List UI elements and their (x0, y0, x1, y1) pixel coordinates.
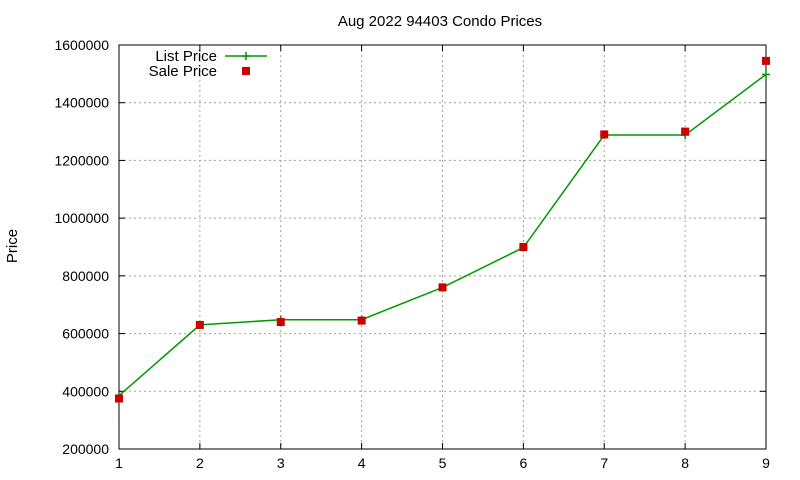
x-tick-label: 2 (196, 455, 204, 471)
y-tick-label: 600000 (62, 326, 109, 342)
x-tick-label: 8 (681, 455, 689, 471)
y-tick-label: 1000000 (54, 210, 109, 226)
chart-title: Aug 2022 94403 Condo Prices (338, 13, 542, 30)
axes: 1 2 3 4 5 6 7 8 9 200000 400000 600000 800000 1000000… (54, 37, 770, 471)
x-tick-label: 4 (358, 455, 366, 471)
y-tick-label: 1400000 (54, 95, 109, 111)
y-tick-label: 1200000 (54, 152, 109, 168)
grid (119, 45, 766, 449)
x-tick-label: 7 (600, 455, 608, 471)
y-tick-label: 400000 (62, 383, 109, 399)
x-tick-label: 6 (519, 455, 527, 471)
series (115, 56, 770, 403)
x-tick-label: 5 (439, 455, 447, 471)
sale-price-point (762, 56, 770, 65)
legend-label: List Price (155, 48, 217, 65)
y-tick-label: 1600000 (54, 37, 109, 53)
sale-price-point (681, 127, 690, 136)
x-tick-label: 9 (762, 455, 770, 471)
sale-price-point (519, 243, 528, 251)
sale-price-point (438, 283, 447, 292)
y-tick-label: 800000 (62, 268, 109, 284)
legend-square-marker (242, 67, 250, 75)
list-price-point (762, 70, 770, 79)
x-tick-label: 1 (115, 455, 123, 471)
sale-price-point (357, 316, 366, 325)
legend-plus-marker (242, 52, 250, 60)
sale-price-point (276, 318, 285, 327)
y-tick-label: 200000 (62, 441, 109, 457)
sale-price-point (195, 320, 204, 329)
legend-label: Sale Price (149, 63, 217, 80)
sale-price-point (600, 130, 609, 139)
x-tick-label: 3 (277, 455, 285, 471)
sale-price-point (115, 394, 123, 403)
y-axis-label: Price (4, 229, 21, 263)
